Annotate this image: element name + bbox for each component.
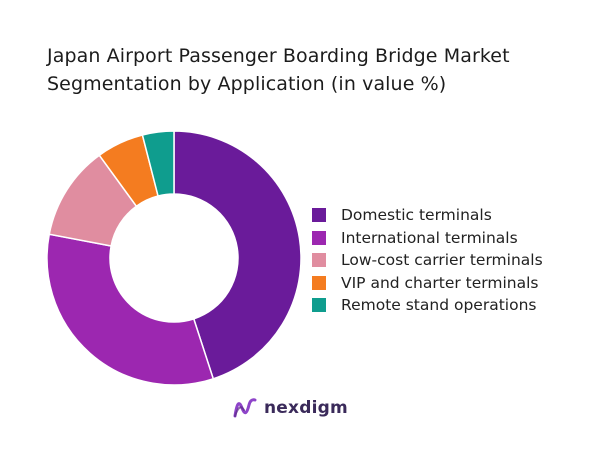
legend-swatch-domestic: [312, 208, 326, 223]
legend-swatch-remote-stand: [312, 298, 326, 313]
slice-remote-stand: [141, 130, 175, 197]
legend-item-low-cost: Low-cost carrier terminals: [312, 249, 543, 272]
brand-logo: nexdigm: [232, 397, 348, 419]
legend-item-vip-charter: VIP and charter terminals: [312, 272, 543, 295]
legend-swatch-international: [312, 230, 326, 245]
chart-legend: Domestic terminals International termina…: [312, 204, 543, 317]
slice-domestic: [173, 130, 302, 380]
chart-title-line-1: Japan Airport Passenger Boarding Bridge …: [47, 45, 510, 67]
chart-title: Japan Airport Passenger Boarding Bridge …: [47, 42, 567, 98]
nexdigm-logo-icon: [233, 398, 257, 418]
legend-swatch-low-cost: [312, 253, 326, 268]
legend-label-vip-charter: VIP and charter terminals: [341, 273, 539, 292]
legend-label-international: International terminals: [341, 228, 518, 247]
donut-slices: [46, 130, 302, 386]
legend-item-remote-stand: Remote stand operations: [312, 294, 543, 317]
slice-international: [46, 233, 215, 386]
brand-name: nexdigm: [264, 398, 348, 418]
legend-swatch-vip-charter: [312, 275, 326, 290]
chart-title-line-2: Segmentation by Application (in value %): [47, 73, 447, 95]
legend-item-domestic: Domestic terminals: [312, 204, 543, 227]
legend-label-domestic: Domestic terminals: [341, 206, 492, 225]
legend-item-international: International terminals: [312, 227, 543, 250]
legend-label-remote-stand: Remote stand operations: [341, 296, 537, 315]
legend-label-low-cost: Low-cost carrier terminals: [341, 251, 543, 270]
